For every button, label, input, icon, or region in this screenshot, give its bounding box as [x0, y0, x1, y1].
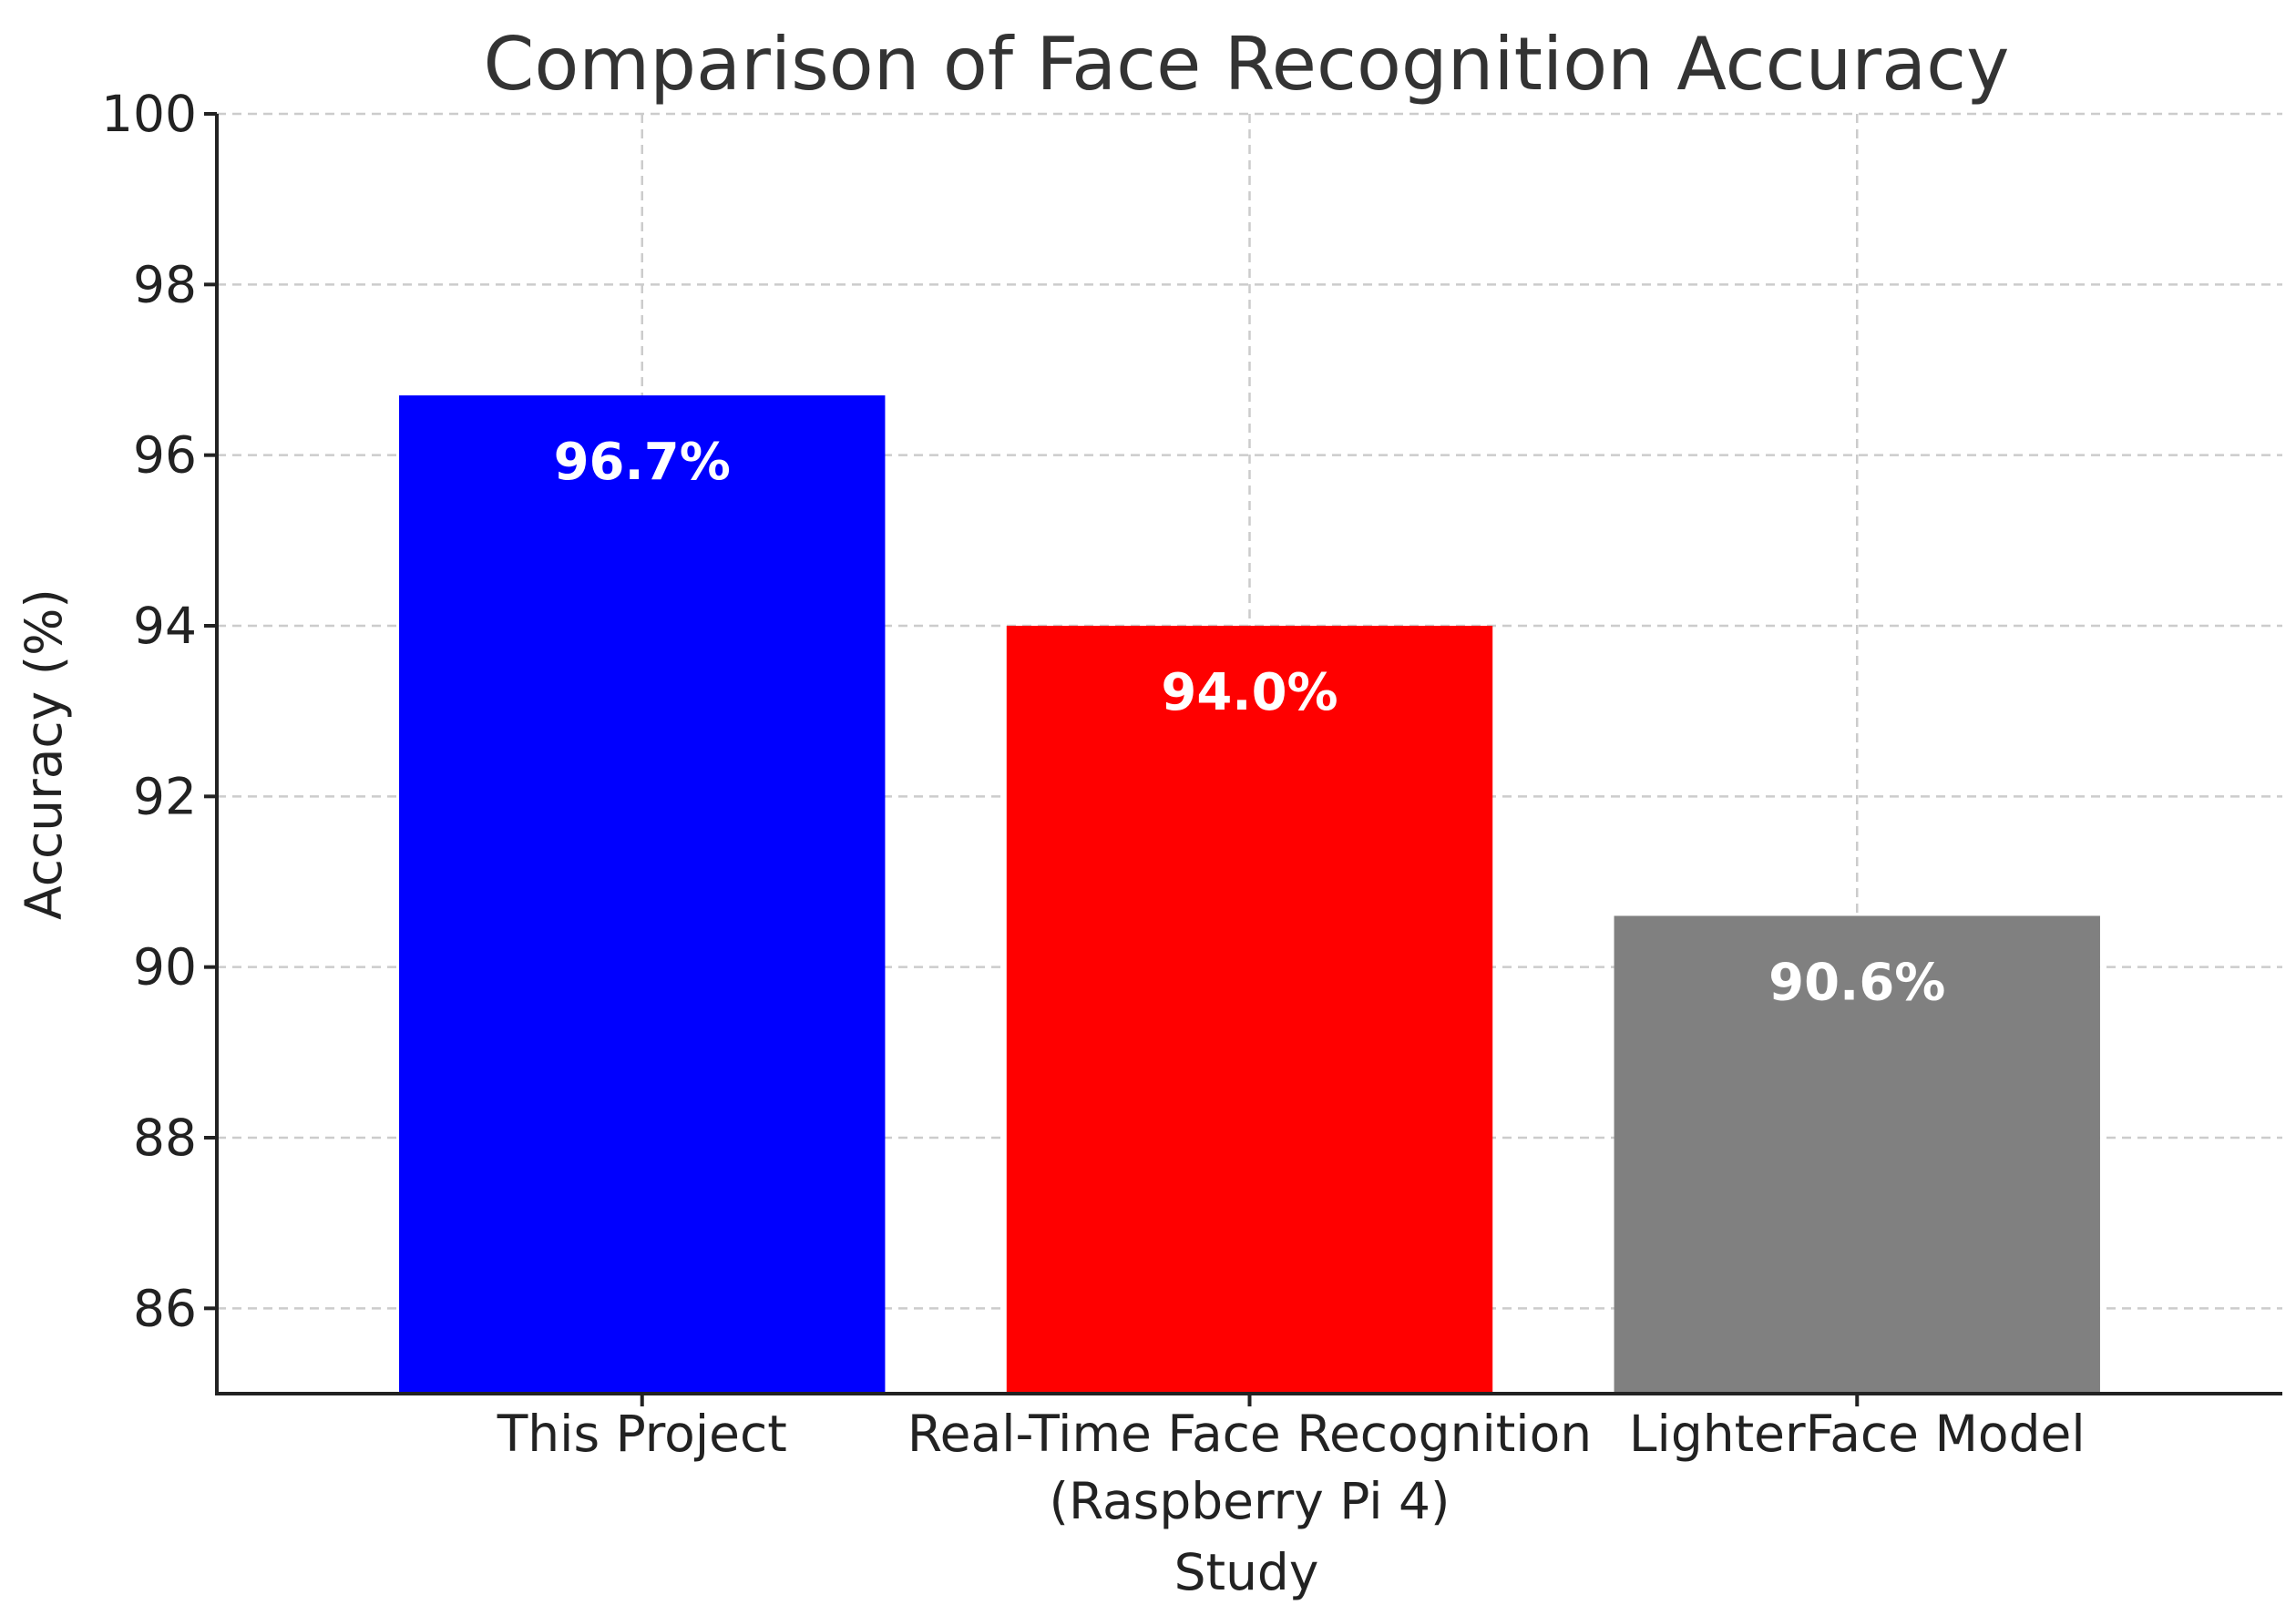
y-tick-label: 86 — [133, 1279, 197, 1337]
x-tick-layer: This Project Real-Time Face Recognition (R… — [497, 1394, 2086, 1530]
bar-value-label: 90.6% — [1768, 953, 1945, 1012]
x-tick-label: LighterFace Model — [1629, 1405, 2086, 1463]
x-tick-label: Real-Time Face Recognition — [907, 1405, 1592, 1463]
y-tick-label: 92 — [133, 767, 197, 825]
x-axis-label: Study — [1174, 1543, 1319, 1601]
y-tick-label: 96 — [133, 426, 197, 485]
y-tick-label: 90 — [133, 938, 197, 997]
y-tick-label: 94 — [133, 597, 197, 655]
y-tick-label: 88 — [133, 1109, 197, 1167]
bar-value-label: 94.0% — [1161, 663, 1338, 722]
y-tick-label: 98 — [133, 255, 197, 313]
x-tick-label: (Raspberry Pi 4) — [1050, 1472, 1450, 1530]
y-tick-label: 100 — [101, 85, 197, 143]
chart-title: Comparison of Face Recognition Accuracy — [483, 22, 2009, 107]
x-tick-label: This Project — [497, 1405, 787, 1463]
y-tick-layer: 86 88 90 92 94 96 98 100 — [101, 85, 217, 1337]
bar-layer: 96.7% 94.0% 90.6% — [399, 395, 2100, 1395]
bar — [399, 395, 886, 1395]
bar-value-label: 96.7% — [554, 433, 731, 492]
bar — [1006, 626, 1493, 1394]
y-axis-label: Accuracy (%) — [15, 588, 73, 920]
bar — [1614, 915, 2100, 1394]
